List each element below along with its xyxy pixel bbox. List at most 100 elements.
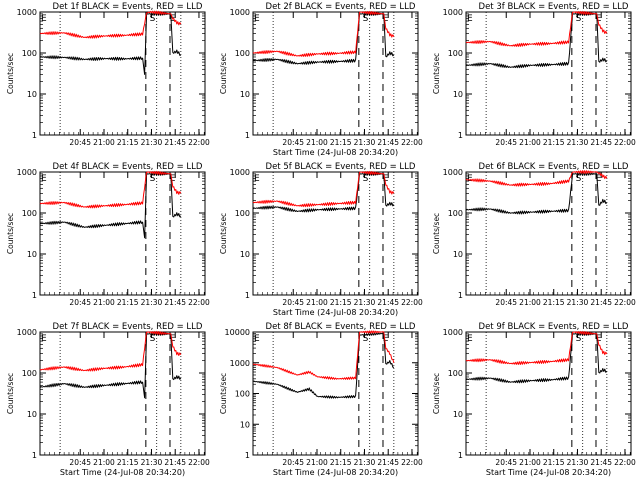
x-tick-label: 20:45 (69, 458, 91, 467)
lld-series-line (39, 330, 182, 372)
plot-frame (252, 171, 419, 296)
panel-title: Det 6f BLACK = Events, RED = LLD (479, 162, 629, 172)
x-axis-label: Start Time (24-Jul-08 20:34:20) (273, 468, 398, 477)
events-series-line (39, 331, 182, 399)
y-tick-label: 10 (453, 250, 463, 259)
detector-panel: Det 6f BLACK = Events, RED = LLD 1 10 100 10… (432, 162, 636, 307)
plot-frame (465, 171, 632, 296)
events-series-line (465, 331, 608, 384)
end-marker-label: E (596, 174, 602, 184)
x-tick-label: 22:00 (188, 458, 210, 467)
x-tick-label: 21:45 (590, 458, 612, 467)
x-tick-label: 21:30 (354, 138, 376, 147)
plot-frame (252, 11, 419, 136)
lld-series-line (252, 330, 395, 380)
y-tick-label: 100 (448, 369, 463, 378)
x-tick-label: 21:30 (567, 138, 589, 147)
x-tick-label: 21:45 (164, 138, 186, 147)
corner-marker-label: E (254, 334, 260, 344)
events-series-line (39, 11, 182, 75)
x-axis-label: Start Time (24-Jul-08 20:34:20) (486, 468, 611, 477)
y-axis-label: Counts/sec (219, 213, 228, 254)
y-tick-label: 10 (27, 90, 37, 99)
y-tick-label: 10 (453, 410, 463, 419)
x-tick-label: 21:30 (567, 298, 589, 307)
end-marker-label: E (596, 14, 602, 24)
start-marker-label: S (150, 174, 156, 184)
panel-title: Det 2f BLACK = Events, RED = LLD (266, 2, 416, 12)
y-tick-label: 10 (453, 90, 463, 99)
start-marker-label: S (363, 14, 369, 24)
y-tick-label: 1 (245, 291, 250, 300)
y-tick-label: 1000 (230, 359, 250, 368)
x-tick-label: 21:15 (330, 458, 352, 467)
corner-marker-label: E (467, 174, 473, 184)
x-axis-label: Start Time (24-Jul-08 20:34:20) (273, 308, 398, 317)
x-tick-label: 20:45 (495, 138, 517, 147)
x-tick-label: 22:00 (401, 298, 423, 307)
y-tick-label: 1 (245, 451, 250, 460)
y-tick-label: 1 (458, 131, 463, 140)
corner-marker-label: E (254, 14, 260, 24)
y-tick-label: 1 (32, 451, 37, 460)
x-tick-label: 20:45 (69, 138, 91, 147)
x-tick-label: 21:30 (141, 458, 163, 467)
corner-marker-label: E (467, 14, 473, 24)
y-tick-label: 1000 (17, 8, 37, 17)
start-marker-label: S (576, 334, 582, 344)
x-tick-label: 21:30 (141, 298, 163, 307)
y-tick-label: 1000 (230, 8, 250, 17)
panel-title: Det 7f BLACK = Events, RED = LLD (53, 322, 203, 332)
x-tick-label: 22:00 (188, 138, 210, 147)
x-tick-label: 21:30 (141, 138, 163, 147)
x-tick-label: 21:45 (164, 298, 186, 307)
events-series-line (252, 332, 395, 399)
end-marker-label: E (170, 334, 176, 344)
x-tick-label: 21:45 (590, 298, 612, 307)
y-axis-label: Counts/sec (432, 213, 441, 254)
corner-marker-label: E (41, 174, 47, 184)
x-tick-label: 21:45 (377, 138, 399, 147)
x-tick-label: 21:45 (164, 458, 186, 467)
corner-marker-label: E (41, 14, 47, 24)
y-tick-label: 100 (22, 369, 37, 378)
x-tick-label: 20:45 (495, 298, 517, 307)
lld-series-line (252, 170, 395, 208)
x-tick-label: 20:45 (69, 298, 91, 307)
y-tick-label: 1 (458, 291, 463, 300)
plot-frame (39, 331, 206, 456)
events-series-line (252, 11, 395, 65)
detector-panel: Det 8f BLACK = Events, RED = LLD 1 10 100 10… (219, 322, 423, 477)
y-tick-label: 100 (448, 49, 463, 58)
y-tick-label: 100 (235, 390, 250, 399)
lld-series-line (465, 330, 608, 365)
x-axis-label: Start Time (24-Jul-08 20:34:20) (273, 148, 398, 157)
x-tick-label: 20:45 (282, 138, 304, 147)
x-tick-label: 22:00 (614, 298, 636, 307)
end-marker-label: E (596, 334, 602, 344)
y-tick-label: 100 (235, 209, 250, 218)
detector-panel: Det 2f BLACK = Events, RED = LLD 1 10 100 10… (219, 2, 423, 157)
y-tick-label: 100 (448, 209, 463, 218)
y-tick-label: 10 (240, 90, 250, 99)
end-marker-label: E (383, 14, 389, 24)
y-tick-label: 10 (27, 250, 37, 259)
lld-series-line (39, 10, 182, 39)
start-marker-label: S (150, 14, 156, 24)
x-tick-label: 21:15 (543, 298, 565, 307)
y-tick-label: 10 (240, 250, 250, 259)
plot-frame (465, 331, 632, 456)
lld-series-line (465, 170, 608, 187)
start-marker-label: S (150, 334, 156, 344)
x-tick-label: 21:15 (543, 458, 565, 467)
x-axis-label: Start Time (24-Jul-08 20:34:20) (60, 468, 185, 477)
x-tick-label: 22:00 (401, 138, 423, 147)
x-tick-label: 22:00 (188, 298, 210, 307)
y-axis-label: Counts/sec (219, 53, 228, 94)
y-tick-label: 1 (245, 131, 250, 140)
detector-panel: Det 1f BLACK = Events, RED = LLD 1 10 100 10… (6, 2, 210, 147)
lld-series-line (465, 10, 608, 47)
y-axis-label: Counts/sec (432, 373, 441, 414)
lld-series-line (39, 170, 182, 209)
